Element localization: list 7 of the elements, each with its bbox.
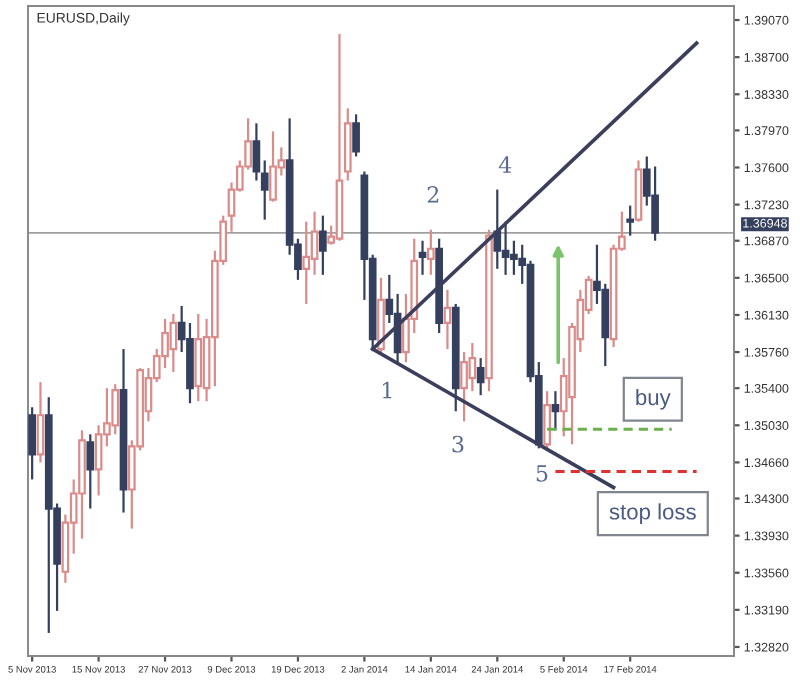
annotation: 1 — [383, 381, 392, 399]
annotation: buy — [636, 388, 671, 410]
annotation: 3 — [452, 435, 464, 453]
annotation: 4 — [498, 156, 512, 173]
annotation: 5 — [536, 465, 548, 482]
annotation: stop loss — [609, 503, 696, 525]
annotation: 2 — [427, 186, 439, 203]
